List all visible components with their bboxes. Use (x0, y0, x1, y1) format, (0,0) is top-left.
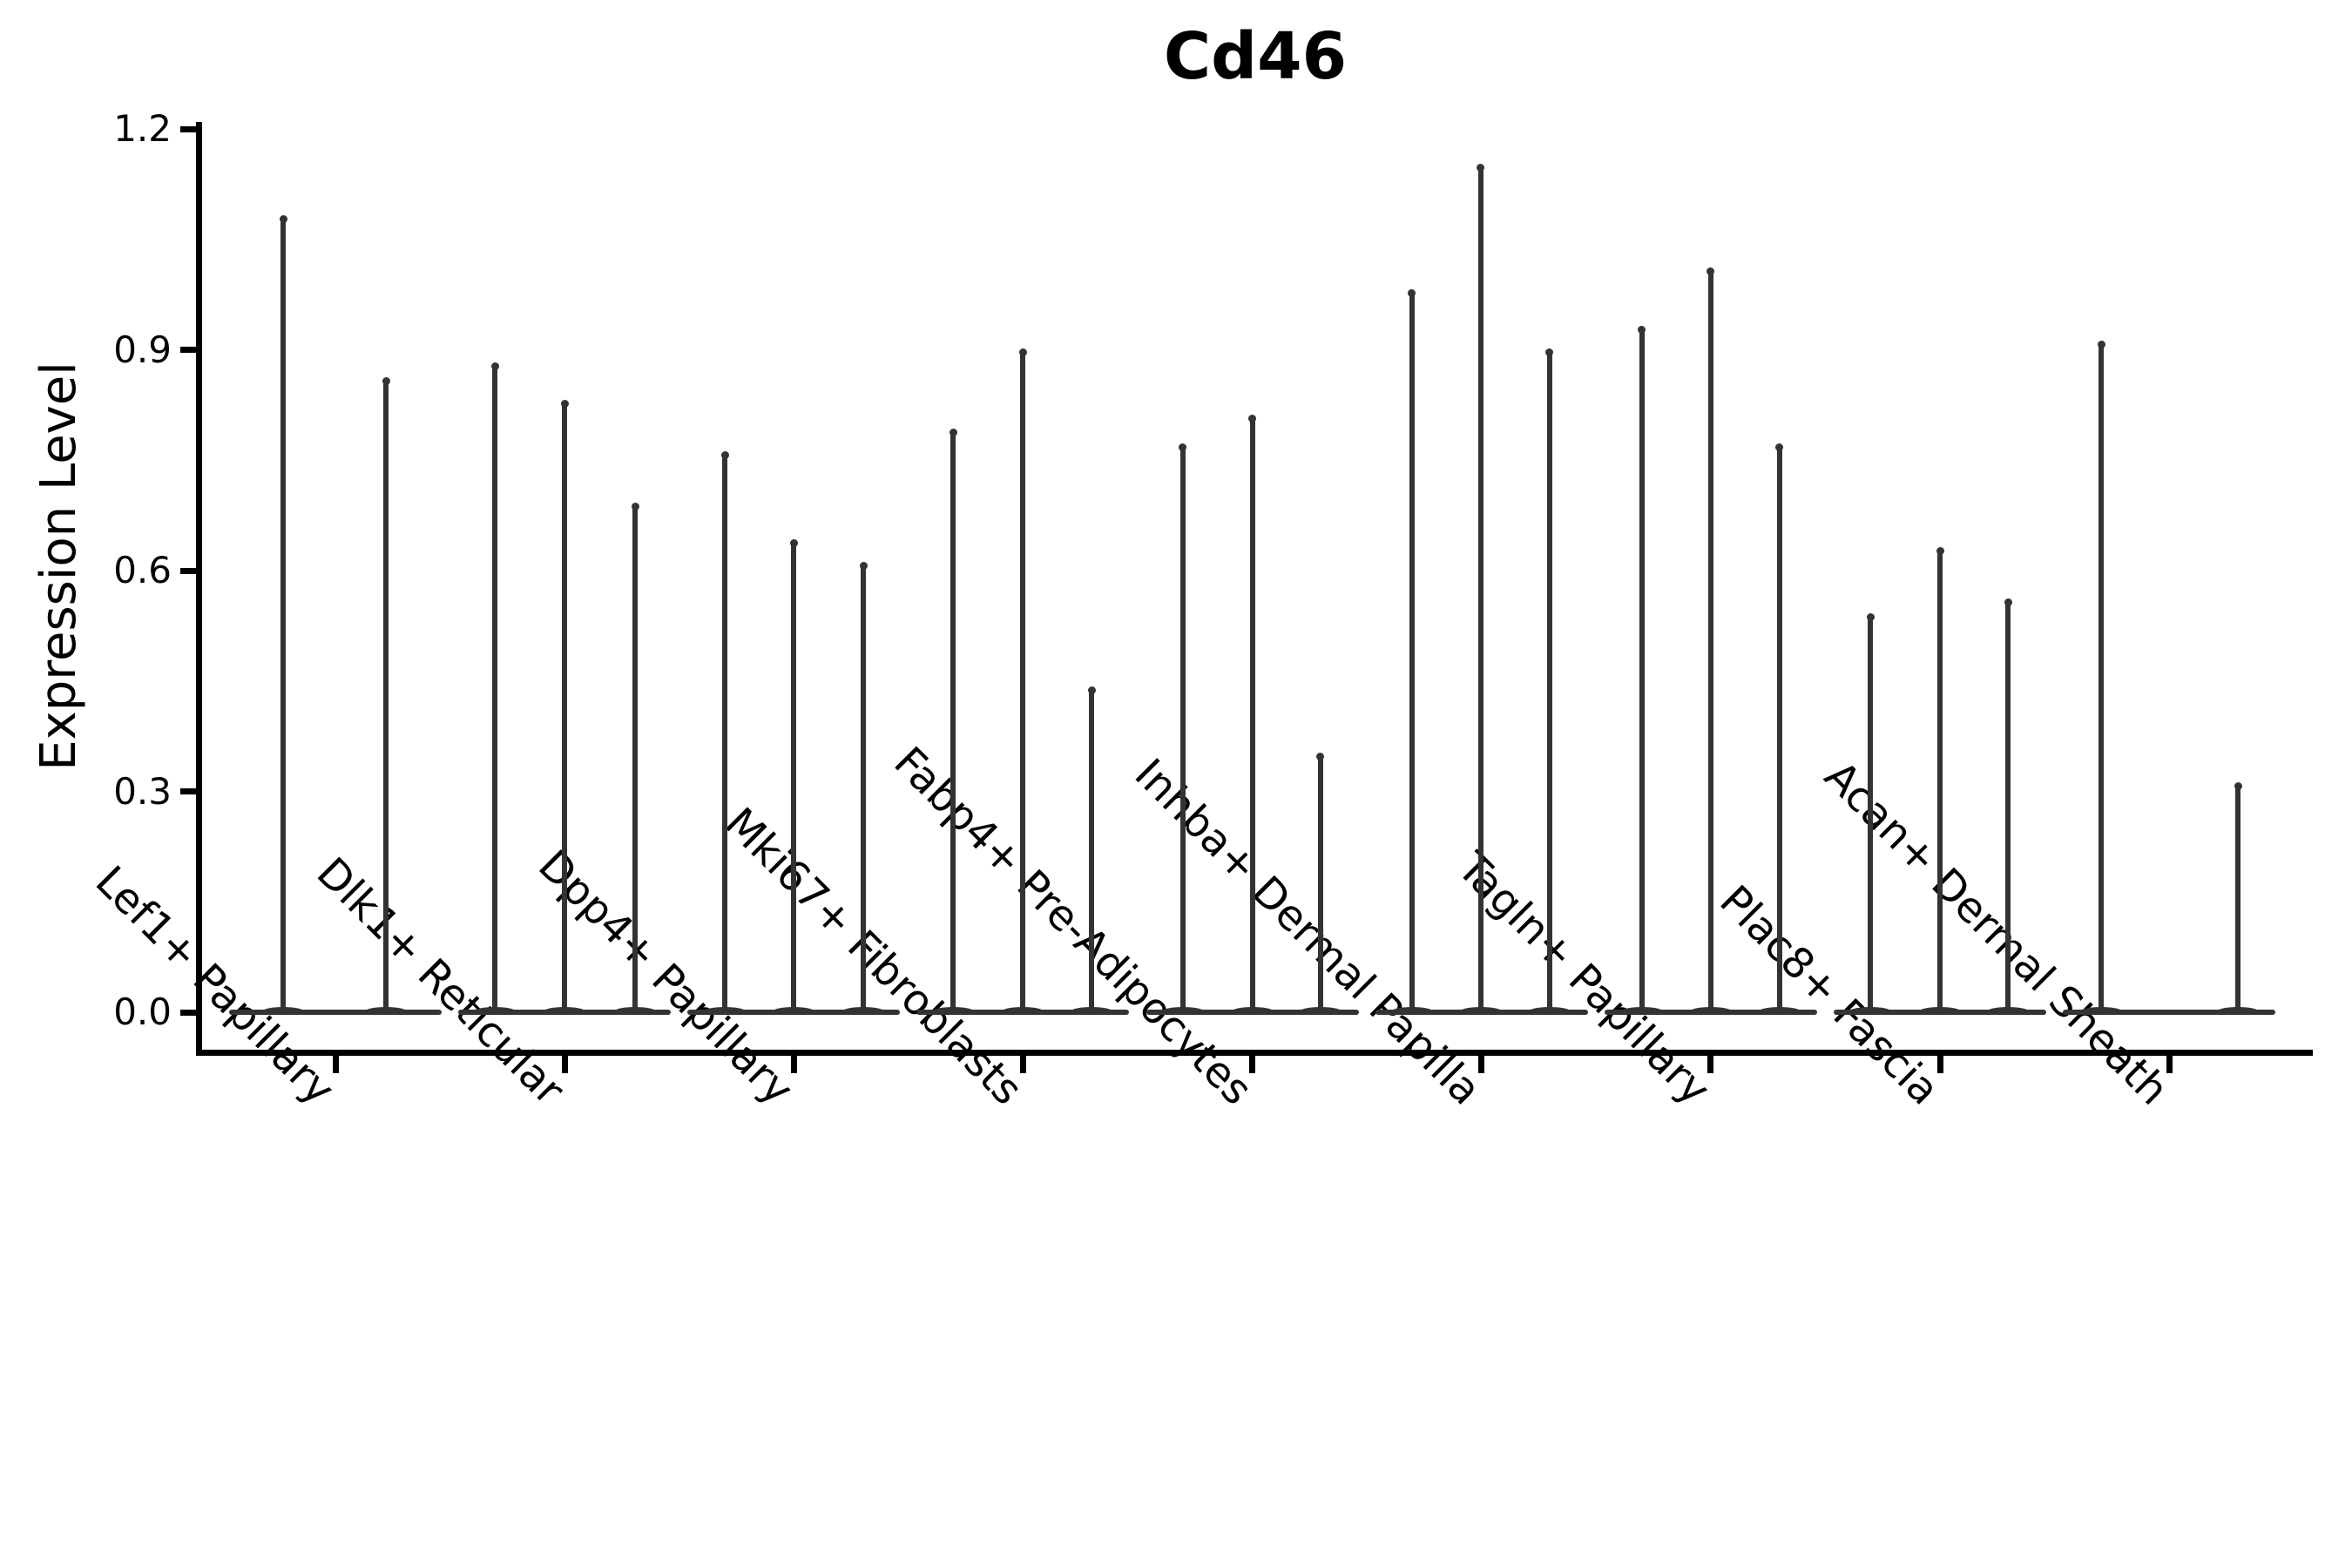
x-tick-mark (1936, 1056, 1943, 1073)
y-tick-mark (180, 788, 196, 794)
violin-tip (1179, 443, 1187, 452)
violin (722, 452, 728, 1015)
y-tick-mark (180, 567, 196, 574)
y-tick-label: 0.3 (113, 769, 172, 813)
plot-title: Cd46 (1163, 19, 1348, 94)
violin-tip (279, 215, 287, 224)
violin-tip (1866, 612, 1875, 621)
violin (1937, 548, 1943, 1015)
y-axis-label: Expression Level (30, 362, 87, 771)
violin (1089, 688, 1095, 1015)
violin-tip (382, 377, 390, 386)
violin-tip (560, 399, 569, 408)
violin-tip (1316, 753, 1325, 761)
violin-tip (1248, 414, 1257, 422)
violin-tip (1936, 546, 1944, 555)
violin (383, 379, 389, 1015)
y-tick-label: 0.0 (113, 990, 172, 1033)
violin-tip (1408, 288, 1416, 297)
violin (1179, 445, 1186, 1015)
y-tick-label: 0.6 (113, 549, 172, 591)
violin (1639, 328, 1645, 1015)
x-tick-label: Lef1+ Papillary (86, 856, 345, 1115)
violin-baseline (229, 1010, 442, 1015)
violin (1249, 416, 1255, 1015)
violin-tip (2004, 598, 2012, 606)
violin-tip (631, 502, 639, 510)
violin-tip (1707, 267, 1715, 275)
x-tick-mark (1019, 1056, 1026, 1073)
violin (632, 504, 639, 1015)
x-tick-label: Dlk1+ Reticular (307, 848, 574, 1115)
violin (1020, 349, 1026, 1015)
violin-tip (949, 429, 957, 437)
x-tick-mark (332, 1056, 339, 1073)
violin-tip (859, 561, 868, 570)
x-axis-spine (196, 1050, 2313, 1056)
x-tick-mark (2166, 1056, 2173, 1073)
x-tick-mark (1478, 1056, 1485, 1073)
violin (791, 541, 797, 1015)
x-tick-mark (1707, 1056, 1714, 1073)
violin (1477, 166, 1484, 1015)
y-tick-mark (180, 1009, 196, 1016)
y-axis-spine (196, 122, 202, 1056)
x-tick-mark (1249, 1056, 1256, 1073)
violin (492, 364, 498, 1015)
violin (562, 401, 568, 1015)
violin-tip (720, 450, 729, 459)
violin (1546, 349, 1552, 1015)
violin-tip (1638, 326, 1646, 335)
violin (280, 217, 286, 1015)
violin (2005, 599, 2011, 1015)
x-tick-mark (790, 1056, 797, 1073)
violin (1868, 614, 1874, 1015)
violin-tip (1018, 348, 1027, 356)
violin (1317, 754, 1323, 1015)
y-tick-label: 0.9 (113, 328, 172, 371)
violin-baseline (2063, 1010, 2276, 1015)
x-tick-label: Dpp4+ Papillary (529, 841, 803, 1115)
violin-tip (1775, 443, 1784, 452)
violin-tip (1545, 348, 1554, 356)
violin-tip (2097, 341, 2105, 349)
violin (2235, 784, 2241, 1015)
violin (2099, 342, 2105, 1015)
x-tick-mark (561, 1056, 568, 1073)
violin-tip (1477, 164, 1485, 172)
violin-tip (1087, 686, 1096, 695)
violin-tip (490, 362, 499, 371)
violin (1707, 268, 1713, 1015)
y-tick-label: 1.2 (113, 107, 172, 150)
x-tick-label: Tagln+ Papillary (1448, 842, 1720, 1115)
y-tick-mark (180, 125, 196, 132)
violin (950, 430, 956, 1015)
violin (1776, 445, 1782, 1015)
violin-tip (789, 539, 798, 548)
violin-tip (2234, 782, 2242, 791)
x-tick-label: Plac8+ Fascia (1710, 875, 1950, 1115)
violin (861, 563, 867, 1015)
y-tick-mark (180, 347, 196, 353)
violin (1409, 290, 1415, 1015)
